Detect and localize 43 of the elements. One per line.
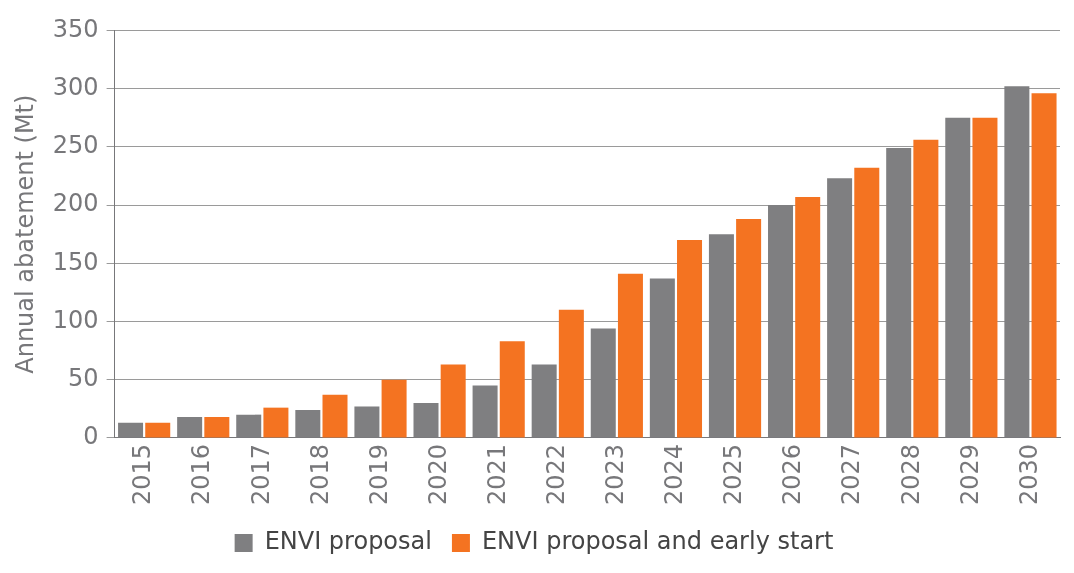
x-tick-label: 2028 [896, 443, 925, 505]
bar [617, 273, 643, 438]
legend-label: ENVI proposal and early start [481, 527, 834, 556]
legend-label: ENVI proposal [264, 527, 432, 556]
x-tick-label: 2020 [423, 443, 452, 505]
x-tick-label: 2018 [305, 443, 334, 505]
x-tick-label: 2016 [187, 443, 216, 505]
y-tick-label: 50 [68, 363, 99, 392]
x-tick-label: 2022 [542, 443, 570, 505]
bar [677, 239, 703, 438]
x-tick-label: 2029 [955, 443, 984, 505]
y-tick-label: 200 [52, 189, 99, 218]
bar [854, 167, 880, 438]
bar [145, 422, 171, 438]
x-tick-label: 2015 [128, 443, 157, 505]
y-tick-label: 300 [52, 72, 99, 101]
x-tick-label: 2019 [364, 443, 393, 505]
y-tick-label: 100 [52, 305, 99, 334]
x-tick-label: 2021 [482, 443, 511, 505]
x-tick-label: 2026 [778, 443, 807, 505]
bar [381, 379, 407, 438]
bar [795, 196, 821, 438]
y-tick-label: 0 [83, 422, 99, 451]
bar [263, 407, 289, 438]
x-tick-label: 2024 [660, 443, 689, 505]
bar [558, 309, 584, 438]
x-tick-label: 2023 [601, 443, 630, 505]
x-tick-label: 2017 [246, 443, 275, 505]
bar [972, 117, 998, 438]
bar [440, 364, 466, 438]
bar [204, 416, 230, 438]
bar [736, 219, 762, 438]
x-tick-label: 2027 [837, 443, 866, 505]
bar [499, 341, 525, 438]
y-axis-title: Annual abatement (Mt) [10, 94, 39, 374]
bar [913, 139, 939, 438]
bar [322, 394, 348, 438]
bar [1031, 93, 1057, 438]
y-tick-label: 150 [52, 247, 99, 276]
x-tick-label: 2025 [719, 443, 748, 505]
x-tick-label: 2030 [1014, 443, 1043, 505]
y-tick-label: 350 [52, 14, 99, 43]
y-tick-label: 250 [52, 131, 99, 160]
